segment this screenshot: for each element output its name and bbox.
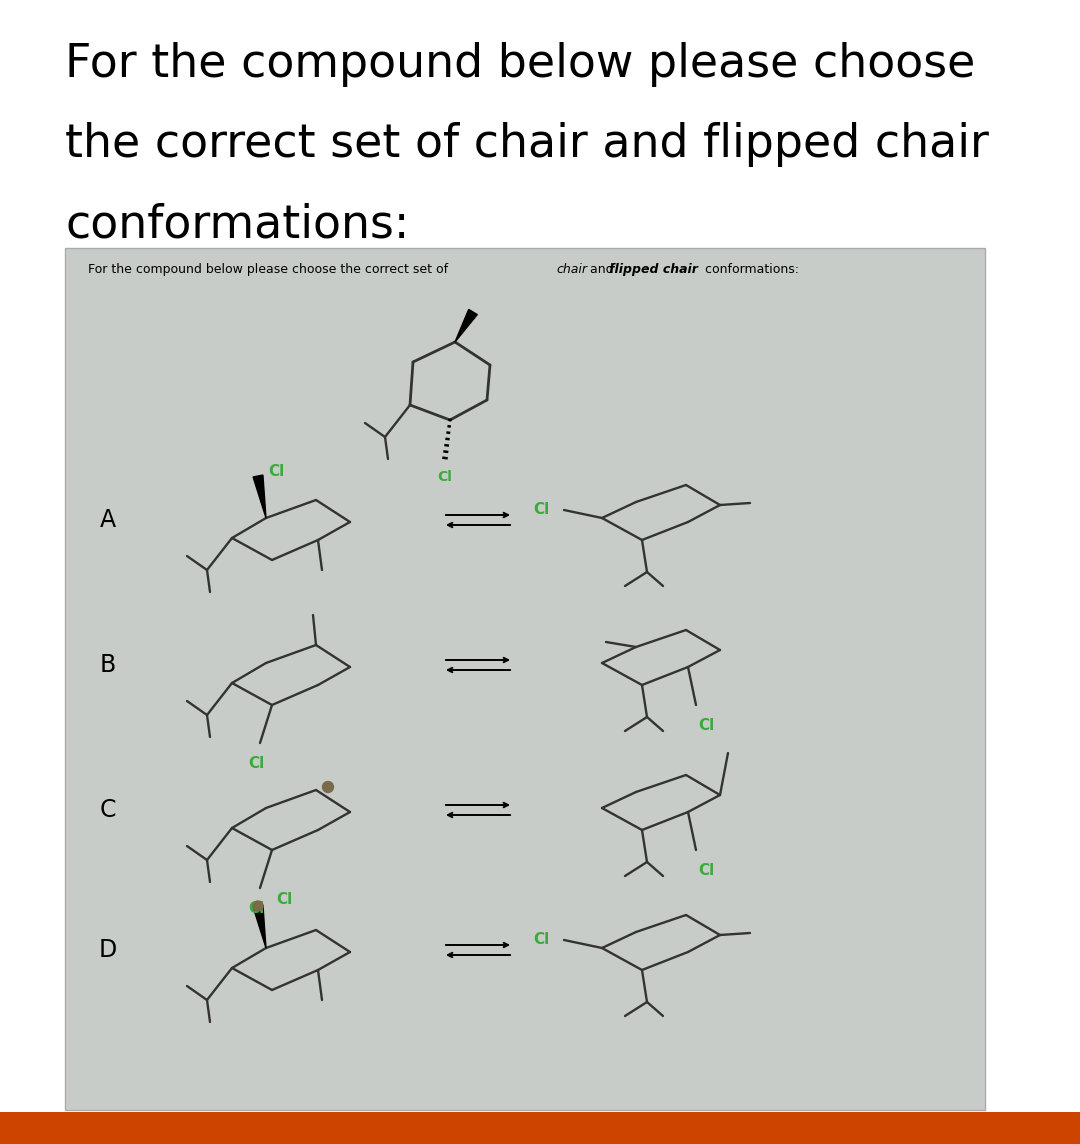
Text: conformations:: conformations: [701, 263, 799, 276]
Text: Cl: Cl [534, 502, 550, 517]
Text: Cl: Cl [698, 718, 714, 733]
Text: For the compound below please choose the correct set of: For the compound below please choose the… [87, 263, 453, 276]
Polygon shape [455, 309, 477, 342]
Text: Cl: Cl [698, 863, 714, 877]
Text: Cl: Cl [276, 892, 293, 907]
Text: Cl: Cl [268, 464, 284, 479]
Text: the correct set of chair and flipped chair: the correct set of chair and flipped cha… [65, 122, 989, 167]
Circle shape [323, 781, 334, 793]
Text: D: D [99, 938, 117, 962]
Bar [65, 248, 985, 1110]
Polygon shape [253, 475, 266, 518]
Bar [0, 1112, 1080, 1144]
Polygon shape [253, 905, 266, 948]
Text: chair: chair [556, 263, 588, 276]
Text: B: B [99, 653, 117, 677]
Text: C: C [99, 799, 117, 823]
Text: Cl: Cl [248, 901, 265, 916]
Text: Cl: Cl [437, 470, 453, 484]
Text: A: A [100, 508, 116, 532]
Text: and: and [586, 263, 618, 276]
Text: conformations:: conformations: [65, 202, 409, 247]
Text: For the compound below please choose: For the compound below please choose [65, 42, 975, 87]
Text: Cl: Cl [248, 756, 265, 771]
Text: Cl: Cl [534, 932, 550, 947]
Circle shape [253, 901, 264, 911]
Text: flipped chair: flipped chair [609, 263, 698, 276]
